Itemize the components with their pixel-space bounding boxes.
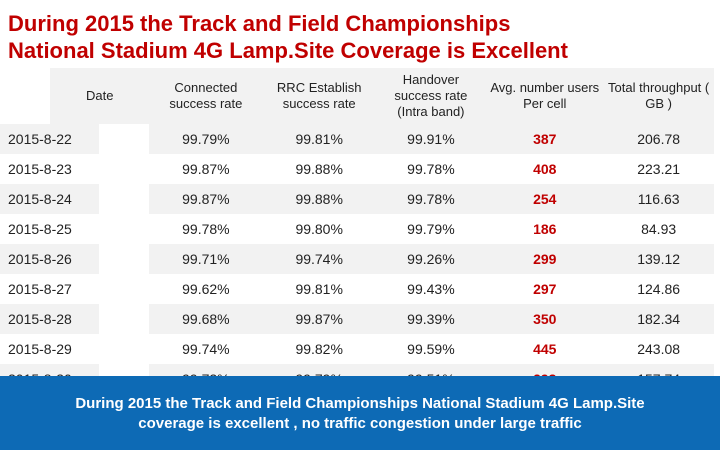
cell-avg-users: 186 bbox=[486, 214, 604, 244]
cell-rrc-rate: 99.74% bbox=[262, 244, 376, 274]
cell-handover-rate: 99.43% bbox=[375, 274, 487, 304]
table-header-row: Date Connected success rate RRC Establis… bbox=[50, 68, 714, 124]
cell-rrc-rate: 99.81% bbox=[262, 124, 376, 154]
cell-date: 2015-8-22 bbox=[0, 124, 99, 154]
cell-connected-rate: 99.87% bbox=[148, 154, 263, 184]
cell-connected-rate: 99.79% bbox=[148, 124, 263, 154]
header-rrc-establish-success-rate: RRC Establish success rate bbox=[262, 68, 376, 124]
cell-handover-rate: 99.78% bbox=[375, 154, 487, 184]
cell-throughput: 206.78 bbox=[603, 124, 714, 154]
cell-handover-rate: 99.39% bbox=[375, 304, 487, 334]
cell-throughput: 116.63 bbox=[603, 184, 714, 214]
cell-rrc-rate: 99.88% bbox=[262, 154, 376, 184]
cell-connected-rate: 99.78% bbox=[148, 214, 263, 244]
summary-line-1: During 2015 the Track and Field Champion… bbox=[75, 395, 645, 412]
table-row: 2015-8-26 99.71% 99.74% 99.26% 299 139.12 bbox=[0, 244, 714, 274]
summary-line-2: coverage is excellent , no traffic conge… bbox=[138, 415, 582, 432]
cell-date: 2015-8-26 bbox=[0, 244, 99, 274]
cell-throughput: 182.34 bbox=[603, 304, 714, 334]
page-title: During 2015 the Track and Field Champion… bbox=[8, 10, 713, 64]
cell-date: 2015-8-28 bbox=[0, 304, 99, 334]
cell-throughput: 139.12 bbox=[603, 244, 714, 274]
cell-handover-rate: 99.78% bbox=[375, 184, 487, 214]
cell-handover-rate: 99.26% bbox=[375, 244, 487, 274]
cell-avg-users: 350 bbox=[486, 304, 604, 334]
table-body: 2015-8-22 99.79% 99.81% 99.91% 387 206.78 2015… bbox=[0, 124, 714, 394]
header-total-throughput: Total throughput ( GB ) bbox=[603, 68, 714, 124]
table-row: 2015-8-29 99.74% 99.82% 99.59% 445 243.08 bbox=[0, 334, 714, 364]
table-row: 2015-8-24 99.87% 99.88% 99.78% 254 116.63 bbox=[0, 184, 714, 214]
coverage-table: Date Connected success rate RRC Establis… bbox=[0, 68, 714, 394]
title-line-2: National Stadium 4G Lamp.Site Coverage i… bbox=[8, 38, 568, 63]
cell-handover-rate: 99.79% bbox=[375, 214, 487, 244]
cell-handover-rate: 99.91% bbox=[375, 124, 487, 154]
table-row: 2015-8-25 99.78% 99.80% 99.79% 186 84.93 bbox=[0, 214, 714, 244]
cell-date: 2015-8-23 bbox=[0, 154, 99, 184]
cell-throughput: 243.08 bbox=[603, 334, 714, 364]
cell-avg-users: 299 bbox=[486, 244, 604, 274]
cell-rrc-rate: 99.81% bbox=[262, 274, 376, 304]
cell-avg-users: 445 bbox=[486, 334, 604, 364]
header-handover-success-rate: Handover success rate (Intra band) bbox=[375, 68, 487, 124]
cell-avg-users: 254 bbox=[486, 184, 604, 214]
cell-avg-users: 297 bbox=[486, 274, 604, 304]
cell-throughput: 223.21 bbox=[603, 154, 714, 184]
header-avg-users-per-cell: Avg. number users Per cell bbox=[486, 68, 604, 124]
header-connected-success-rate: Connected success rate bbox=[148, 68, 263, 124]
cell-throughput: 84.93 bbox=[603, 214, 714, 244]
cell-throughput: 124.86 bbox=[603, 274, 714, 304]
table-row: 2015-8-27 99.62% 99.81% 99.43% 297 124.86 bbox=[0, 274, 714, 304]
table-row: 2015-8-22 99.79% 99.81% 99.91% 387 206.78 bbox=[0, 124, 714, 154]
cell-connected-rate: 99.71% bbox=[148, 244, 263, 274]
cell-connected-rate: 99.87% bbox=[148, 184, 263, 214]
header-date: Date bbox=[50, 68, 149, 124]
summary-banner: During 2015 the Track and Field Champion… bbox=[0, 376, 720, 450]
cell-rrc-rate: 99.80% bbox=[262, 214, 376, 244]
cell-date: 2015-8-24 bbox=[0, 184, 99, 214]
title-line-1: During 2015 the Track and Field Champion… bbox=[8, 11, 511, 36]
cell-date: 2015-8-25 bbox=[0, 214, 99, 244]
cell-rrc-rate: 99.87% bbox=[262, 304, 376, 334]
table-row: 2015-8-23 99.87% 99.88% 99.78% 408 223.21 bbox=[0, 154, 714, 184]
table-row: 2015-8-28 99.68% 99.87% 99.39% 350 182.34 bbox=[0, 304, 714, 334]
cell-date: 2015-8-29 bbox=[0, 334, 99, 364]
cell-connected-rate: 99.62% bbox=[148, 274, 263, 304]
cell-date: 2015-8-27 bbox=[0, 274, 99, 304]
cell-connected-rate: 99.68% bbox=[148, 304, 263, 334]
cell-handover-rate: 99.59% bbox=[375, 334, 487, 364]
cell-rrc-rate: 99.82% bbox=[262, 334, 376, 364]
cell-rrc-rate: 99.88% bbox=[262, 184, 376, 214]
cell-avg-users: 387 bbox=[486, 124, 604, 154]
cell-avg-users: 408 bbox=[486, 154, 604, 184]
cell-connected-rate: 99.74% bbox=[148, 334, 263, 364]
